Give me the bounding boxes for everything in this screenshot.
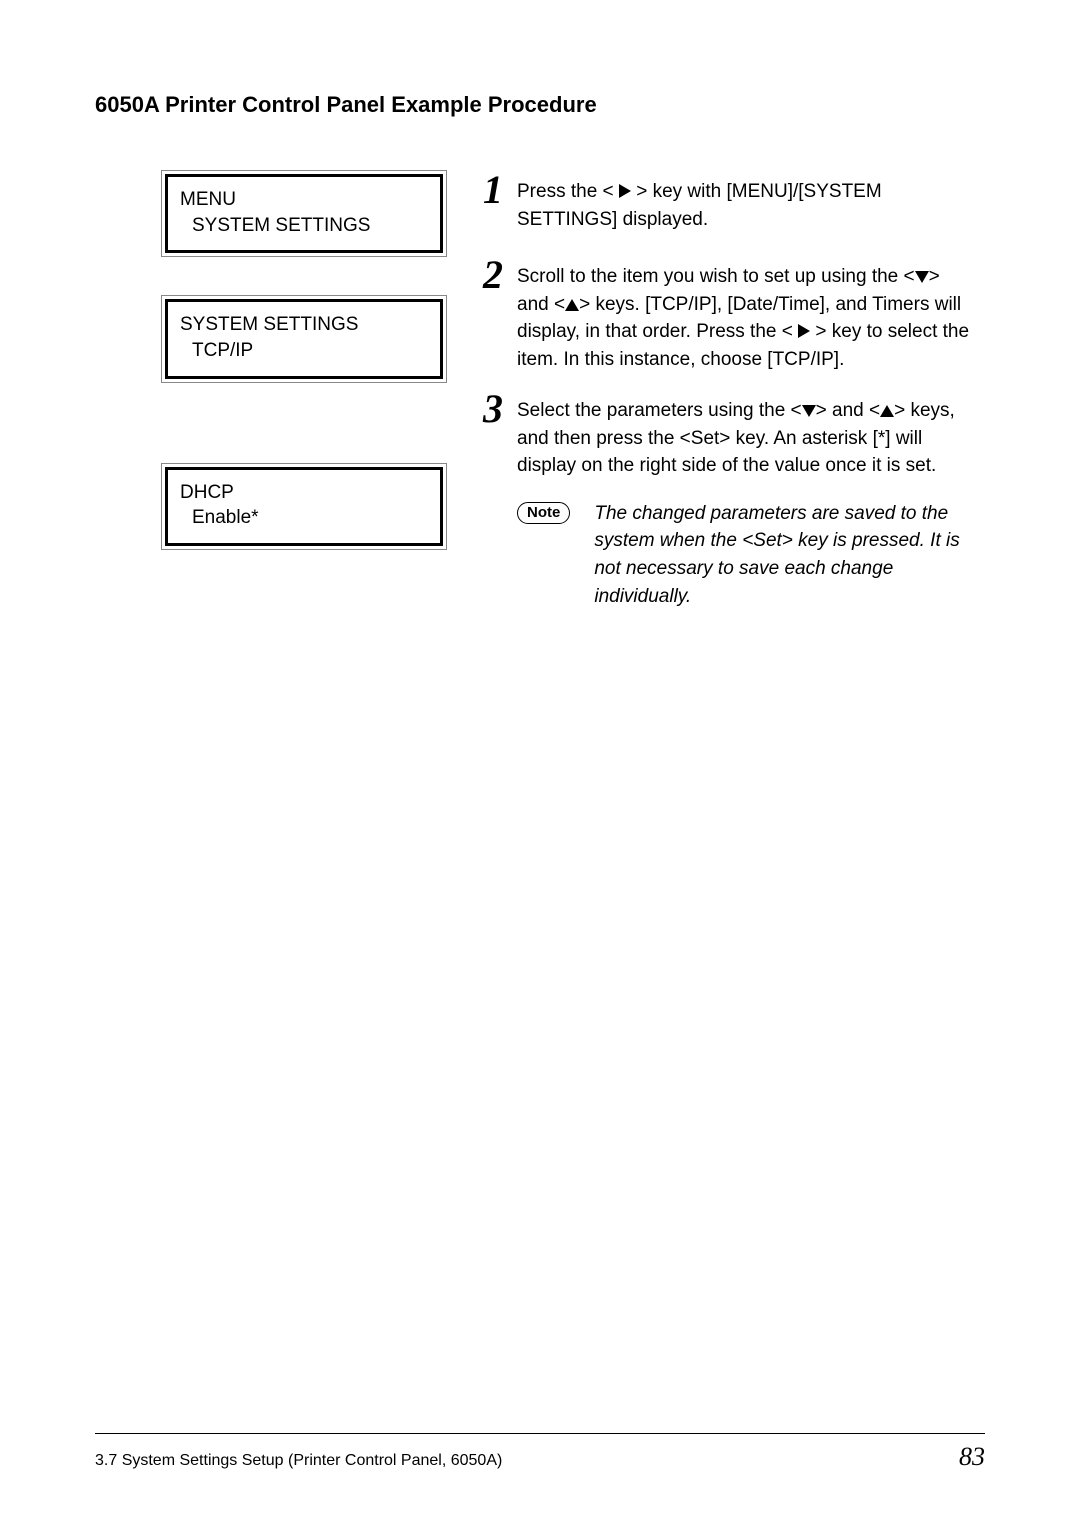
step-body: Scroll to the item you wish to set up us… (517, 259, 975, 373)
right-column: 1 Press the < > key with [MENU]/[SYSTEM … (483, 174, 985, 610)
step-number: 3 (483, 389, 517, 429)
step-3: 3 Select the parameters using the <> and… (483, 393, 975, 480)
arrow-down-icon (915, 271, 929, 283)
step-number: 2 (483, 255, 517, 295)
arrow-up-icon (565, 299, 579, 311)
note-label: Note (517, 502, 570, 525)
step-body: Select the parameters using the <> and <… (517, 393, 975, 480)
lcd-line2: SYSTEM SETTINGS (180, 213, 428, 239)
content-columns: MENU SYSTEM SETTINGS SYSTEM SETTINGS TCP… (95, 174, 985, 610)
step-number: 1 (483, 170, 517, 210)
step-body: Press the < > key with [MENU]/[SYSTEM SE… (517, 174, 975, 233)
arrow-down-icon (802, 405, 816, 417)
lcd-line2: Enable* (180, 505, 428, 531)
arrow-right-icon (798, 324, 810, 338)
lcd-line1: SYSTEM SETTINGS (180, 312, 428, 338)
page-footer: 3.7 System Settings Setup (Printer Contr… (95, 1433, 985, 1472)
note-text: The changed parameters are saved to the … (594, 500, 975, 610)
step-1: 1 Press the < > key with [MENU]/[SYSTEM … (483, 174, 975, 233)
page-title: 6050A Printer Control Panel Example Proc… (95, 92, 985, 118)
lcd-display-2: SYSTEM SETTINGS TCP/IP (165, 299, 443, 378)
left-column: MENU SYSTEM SETTINGS SYSTEM SETTINGS TCP… (95, 174, 443, 610)
lcd-line2: TCP/IP (180, 338, 428, 364)
lcd-line1: DHCP (180, 480, 428, 506)
step-2: 2 Scroll to the item you wish to set up … (483, 259, 975, 373)
footer-page-number: 83 (959, 1442, 985, 1472)
lcd-display-1: MENU SYSTEM SETTINGS (165, 174, 443, 253)
arrow-up-icon (880, 405, 894, 417)
lcd-line1: MENU (180, 187, 428, 213)
arrow-right-icon (619, 184, 631, 198)
footer-section-title: 3.7 System Settings Setup (Printer Contr… (95, 1452, 502, 1470)
page: 6050A Printer Control Panel Example Proc… (0, 0, 1080, 1528)
note-block: Note The changed parameters are saved to… (517, 500, 975, 610)
lcd-display-3: DHCP Enable* (165, 467, 443, 546)
